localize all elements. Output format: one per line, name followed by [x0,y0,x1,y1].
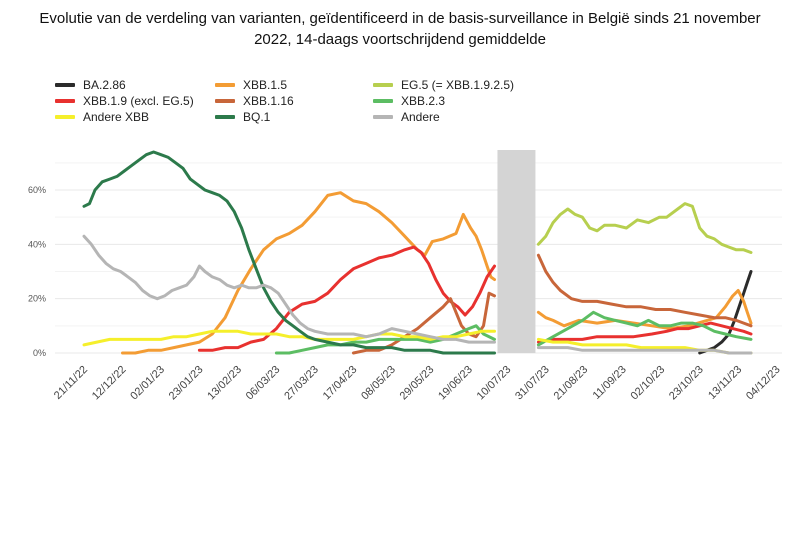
x-tick-label: 17/04/23 [321,364,360,403]
x-tick-label: 19/06/23 [436,364,475,403]
chart-title-line-1: Evolutie van de verdeling van varianten,… [39,10,761,27]
legend-label: BA.2.86 [83,78,126,92]
legend-label: XBB.1.5 [243,78,288,92]
legend-swatch [55,115,75,119]
legend-item: XBB.1.9 (excl. EG.5) [55,94,194,108]
legend-swatch [215,83,235,87]
x-tick-label: 08/05/23 [359,364,398,403]
series-line-4-segment-1 [536,253,753,328]
legend-label: XBB.1.9 (excl. EG.5) [83,94,194,108]
legend-item: EG.5 (= XBB.1.9.2.5) [373,78,514,92]
series-line-1-segment-0 [121,191,496,355]
chart-title: Evolutie van de verdeling van varianten,… [0,8,800,50]
series-line-5-segment-1 [536,310,753,347]
series-line-3-segment-0 [197,245,496,352]
x-tick-label: 04/12/23 [744,364,783,403]
x-tick-label: 21/11/22 [52,364,90,402]
series-line-1-segment-1 [536,289,753,331]
legend-label: BQ.1 [243,110,271,124]
legend-swatch [215,115,235,119]
legend-swatch [373,115,393,119]
legend-swatch [373,83,393,87]
y-tick-label: 60% [28,185,46,195]
x-tick-label: 02/01/23 [128,364,167,403]
x-tick-label: 13/11/23 [706,364,744,402]
y-tick-label: 0% [33,348,46,358]
legend-swatch [215,99,235,103]
series-line-7-segment-0 [82,150,496,355]
x-tick-label: 23/01/23 [167,364,206,403]
series-line-3-segment-1 [536,321,753,344]
legend-item: Andere [373,110,440,124]
x-tick-label: 06/03/23 [244,364,283,403]
data-gap-box [497,150,536,353]
legend-item: BA.2.86 [55,78,126,92]
legend-label: EG.5 (= XBB.1.9.2.5) [401,78,515,92]
legend-label: XBB.1.16 [243,94,294,108]
y-tick-label: 40% [28,239,46,249]
series-line-8-segment-1 [536,346,753,355]
legend-item: XBB.1.5 [215,78,287,92]
legend-label: Andere [401,110,440,124]
x-tick-label: 11/09/23 [591,364,629,402]
legend-label: Andere XBB [83,110,150,124]
legend-swatch [55,83,75,87]
legend-item: XBB.1.16 [215,94,294,108]
x-tick-label: 29/05/23 [398,364,437,403]
x-tick-label: 12/12/22 [90,364,129,403]
y-tick-label: 20% [28,294,46,304]
series-line-5-segment-0 [274,324,496,355]
legend-item: XBB.2.3 [373,94,445,108]
legend-item: BQ.1 [215,110,270,124]
series-line-0-segment-0 [698,270,753,355]
chart-legend: BA.2.86 XBB.1.5 EG.5 (= XBB.1.9.2.5) XBB.1.… [55,78,535,126]
legend-swatch [373,99,393,103]
legend-item: Andere XBB [55,110,149,124]
series-line-2-segment-0 [536,202,753,254]
x-tick-label: 27/03/23 [282,364,321,403]
x-tick-label: 23/10/23 [667,364,706,403]
x-tick-label: 31/07/23 [513,364,552,403]
series-line-8-segment-0 [82,234,496,344]
chart-title-line-2: 2022, 14-daags voortschrijdend gemiddeld… [254,31,546,48]
legend-swatch [55,99,75,103]
x-tick-label: 02/10/23 [629,364,668,403]
x-tick-label: 10/07/23 [475,364,514,403]
series-line-6-segment-0 [82,329,496,347]
legend-label: XBB.2.3 [401,94,446,108]
x-tick-label: 21/08/23 [552,364,591,403]
x-tick-label: 13/02/23 [205,364,244,403]
